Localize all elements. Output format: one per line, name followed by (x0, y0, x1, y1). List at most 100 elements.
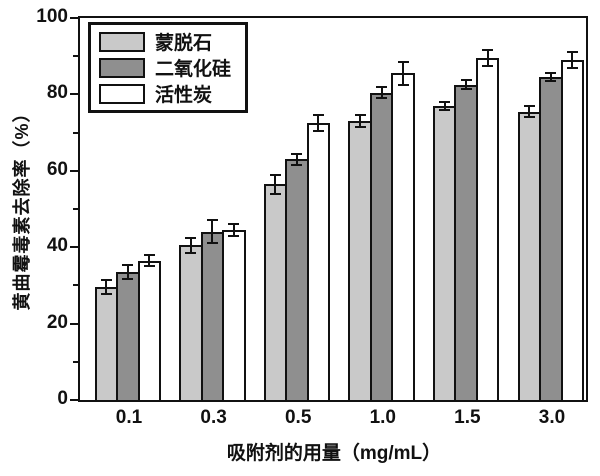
error-bar-cap (100, 293, 112, 296)
legend-swatch-silica (99, 57, 145, 78)
error-bar-activated-carbon-0.1 (148, 254, 151, 267)
error-bar-cap (523, 104, 535, 107)
error-bar-cap (206, 219, 218, 222)
x-tick-label: 0.1 (115, 407, 143, 428)
legend-label-activated-carbon: 活性炭 (155, 85, 213, 106)
bar-silica-0.1 (116, 272, 140, 400)
error-bar-montmorillonite-0.1 (105, 280, 108, 295)
error-bar-cap (228, 234, 240, 237)
error-bar-activated-carbon-0.3 (232, 224, 235, 236)
error-bar-montmorillonite-0.3 (189, 237, 192, 253)
error-bar-silica-0.3 (211, 220, 214, 244)
bar-silica-1.5 (454, 84, 478, 400)
plot-area (78, 16, 588, 402)
error-bar-cap (460, 79, 472, 82)
error-bar-cap (545, 72, 557, 75)
error-bar-cap (228, 223, 240, 226)
x-tick-label: 0.5 (284, 407, 312, 428)
error-bar-montmorillonite-1.5 (443, 102, 446, 110)
error-bar-cap (376, 85, 388, 88)
error-bar-activated-carbon-1.0 (402, 61, 405, 85)
y-minor-tick (73, 284, 78, 287)
bar-silica-0.5 (285, 159, 309, 400)
y-major-tick (70, 17, 78, 19)
x-tick-label: 0.3 (200, 407, 227, 428)
error-bar-cap (523, 116, 535, 119)
error-bar-cap (439, 101, 451, 104)
error-bar-cap (354, 114, 366, 117)
y-minor-tick (73, 131, 78, 134)
bar-montmorillonite-0.1 (94, 287, 118, 400)
error-bar-cap (143, 265, 155, 268)
legend: 蒙脱石 二氧化硅 活性炭 (88, 22, 249, 113)
y-tick-label: 60 (46, 158, 68, 180)
error-bar-cap (291, 164, 303, 167)
error-bar-cap (545, 80, 557, 83)
x-axis-title: 吸附剂的用量（mg/mL） (226, 443, 442, 464)
error-bar-cap (439, 108, 451, 111)
error-bar-cap (354, 125, 366, 128)
bar-activated-carbon-1.5 (475, 58, 500, 400)
y-tick-label: 40 (46, 235, 68, 257)
y-tick-label: 80 (46, 82, 68, 104)
y-minor-tick (73, 360, 78, 363)
y-major-tick (70, 399, 78, 401)
bar-silica-1.0 (369, 92, 394, 400)
bar-activated-carbon-3.0 (560, 60, 584, 400)
error-bar-cap (397, 60, 409, 63)
error-bar-cap (185, 236, 197, 239)
bar-montmorillonite-1.5 (432, 105, 457, 400)
error-bar-cap (566, 51, 578, 54)
error-bar-cap (482, 49, 494, 52)
error-bar-activated-carbon-1.5 (486, 50, 489, 66)
y-minor-tick (73, 55, 78, 58)
error-bar-cap (122, 277, 134, 280)
y-minor-tick (73, 208, 78, 210)
x-tick-label: 1.0 (369, 407, 396, 428)
legend-item-silica: 二氧化硅 (99, 56, 232, 80)
error-bar-cap (312, 129, 324, 132)
error-bar-silica-1.5 (465, 80, 468, 90)
bar-activated-carbon-0.5 (306, 123, 331, 400)
y-major-tick (70, 169, 78, 172)
error-bar-activated-carbon-0.5 (317, 115, 320, 131)
error-bar-silica-0.1 (126, 265, 129, 279)
y-tick-label: 0 (57, 388, 68, 409)
error-bar-silica-0.5 (295, 153, 298, 166)
x-tick-label: 1.5 (454, 407, 481, 428)
legend-swatch-montmorillonite (99, 31, 145, 52)
x-tick-label: 3.0 (538, 407, 566, 428)
error-bar-montmorillonite-1.0 (359, 115, 362, 127)
error-bar-cap (122, 264, 134, 267)
bar-activated-carbon-0.3 (222, 230, 246, 400)
error-bar-cap (397, 83, 409, 86)
y-tick-label: 100 (36, 6, 68, 27)
error-bar-cap (376, 97, 388, 100)
error-bar-cap (566, 66, 578, 69)
error-bar-montmorillonite-0.5 (274, 174, 277, 194)
legend-swatch-activated-carbon (99, 83, 145, 104)
error-bar-cap (482, 64, 494, 67)
error-bar-cap (143, 253, 155, 256)
error-bar-silica-1.0 (380, 86, 383, 99)
y-major-tick (70, 322, 78, 325)
legend-label-silica: 二氧化硅 (155, 59, 232, 80)
error-bar-cap (185, 251, 197, 254)
error-bar-silica-3.0 (549, 73, 552, 81)
legend-item-activated-carbon: 活性炭 (99, 82, 231, 106)
error-bar-cap (206, 242, 218, 245)
error-bar-cap (312, 114, 324, 117)
error-bar-montmorillonite-3.0 (528, 105, 531, 118)
legend-label-montmorillonite: 蒙脱石 (155, 33, 213, 54)
error-bar-cap (100, 279, 112, 282)
error-bar-cap (291, 152, 303, 155)
bar-activated-carbon-0.1 (137, 260, 161, 400)
bar-montmorillonite-1.0 (348, 121, 372, 400)
bar-montmorillonite-3.0 (517, 111, 541, 400)
error-bar-cap (269, 173, 281, 176)
y-tick-label: 20 (46, 311, 68, 333)
error-bar-cap (460, 88, 472, 91)
error-bar-cap (269, 192, 281, 195)
y-major-tick (70, 93, 78, 96)
